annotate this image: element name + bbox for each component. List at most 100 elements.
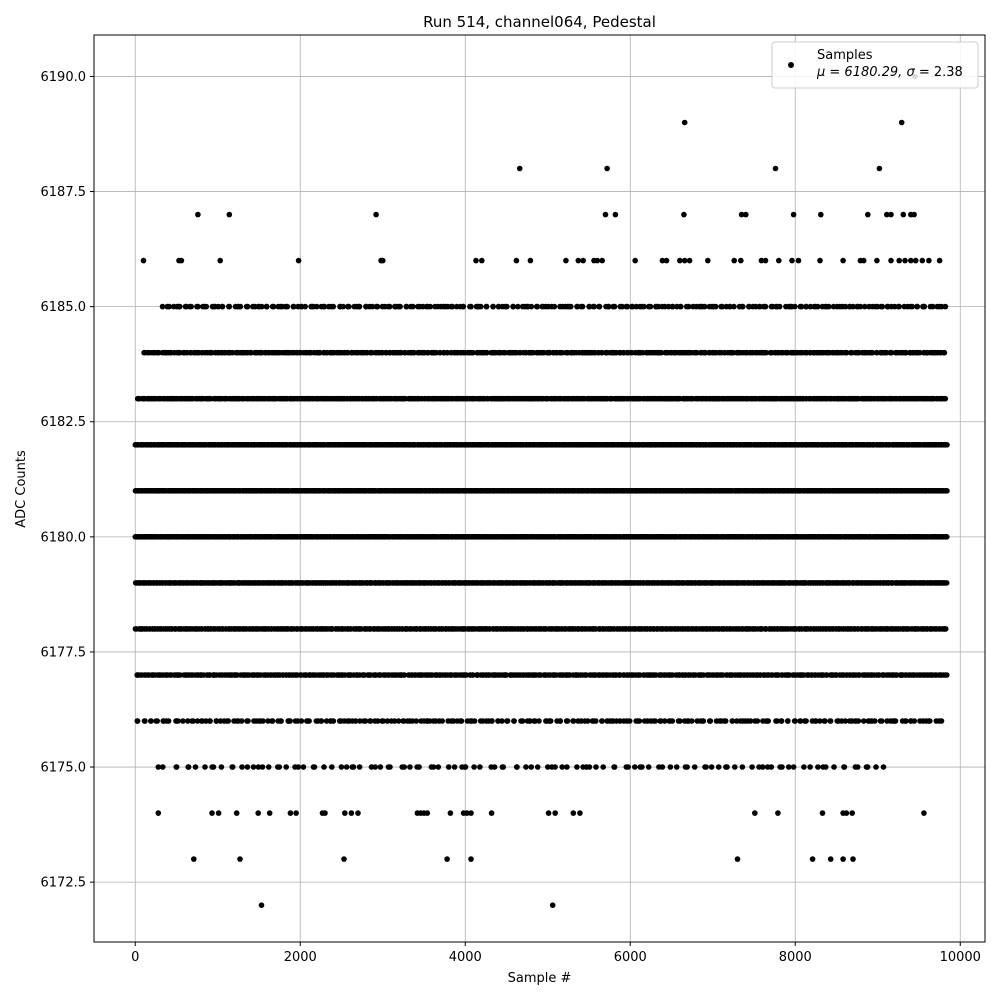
data-point [840,856,846,862]
data-point [489,810,495,816]
data-point [915,304,921,310]
data-point [920,258,926,264]
data-point [874,258,880,264]
data-point [568,304,574,310]
data-point [490,304,496,310]
data-point [888,212,894,218]
data-point [878,304,884,310]
data-point [902,258,908,264]
data-point [752,810,758,816]
data-point [840,258,846,264]
data-point [160,304,166,310]
data-point [571,810,577,816]
data-point [259,902,265,908]
data-point [646,304,652,310]
data-point [682,120,688,126]
data-point [664,258,670,264]
data-point [397,304,403,310]
data-point [468,856,474,862]
data-point [285,304,291,310]
data-point [777,304,783,310]
data-point [156,810,162,816]
data-point [773,166,779,172]
data-point [826,304,832,310]
data-point [510,304,516,310]
data-point [267,810,273,816]
data-point [504,304,510,310]
data-point [899,120,905,126]
data-point [216,810,222,816]
data-point [789,258,795,264]
data-point [792,304,798,310]
data-point [817,258,823,264]
data-point [604,166,610,172]
data-point [460,304,466,310]
data-point [850,856,856,862]
data-point [944,442,950,448]
data-point [820,810,826,816]
data-point [209,810,215,816]
data-point [552,810,558,816]
data-point [195,212,201,218]
data-point [599,258,605,264]
data-point [810,856,816,862]
data-point [613,212,619,218]
data-point [603,212,609,218]
data-point [529,304,535,310]
data-point [687,258,693,264]
data-point [473,258,479,264]
data-point [739,304,745,310]
data-point [844,810,850,816]
data-point [204,304,210,310]
data-point [705,258,711,264]
data-point [355,810,361,816]
data-point [828,856,834,862]
data-point [550,902,556,908]
data-point [713,304,719,310]
data-point [735,856,741,862]
data-point [937,258,943,264]
data-point [595,258,601,264]
data-point [580,304,586,310]
data-point [515,304,521,310]
data-point [517,166,523,172]
data-point [591,304,597,310]
data-point [141,258,147,264]
data-point [468,810,474,816]
data-point [468,304,474,310]
data-point [944,534,950,540]
data-point [296,258,302,264]
data-point [410,304,416,310]
data-point [546,810,552,816]
data-point [264,304,270,310]
data-point [373,212,379,218]
data-point [528,258,534,264]
data-point [478,304,484,310]
data-point [220,304,226,310]
data-point [288,810,294,816]
chart-title: Run 514, channel064, Pedestal [423,13,656,31]
data-point [913,258,919,264]
data-point [194,304,200,310]
data-point [682,258,688,264]
data-point [612,304,618,310]
data-point [926,258,932,264]
data-point [563,258,569,264]
data-point [345,304,351,310]
data-point [731,258,737,264]
data-point [349,810,355,816]
data-point [861,258,867,264]
data-point [576,258,582,264]
data-point [278,304,284,310]
data-point [357,304,363,310]
data-point [552,304,558,310]
data-point [896,304,902,310]
data-point [380,258,386,264]
data-point [444,856,450,862]
data-point [577,810,583,816]
data-point [943,304,949,310]
data-point [191,856,197,862]
data-point [677,258,683,264]
data-point [944,580,950,586]
